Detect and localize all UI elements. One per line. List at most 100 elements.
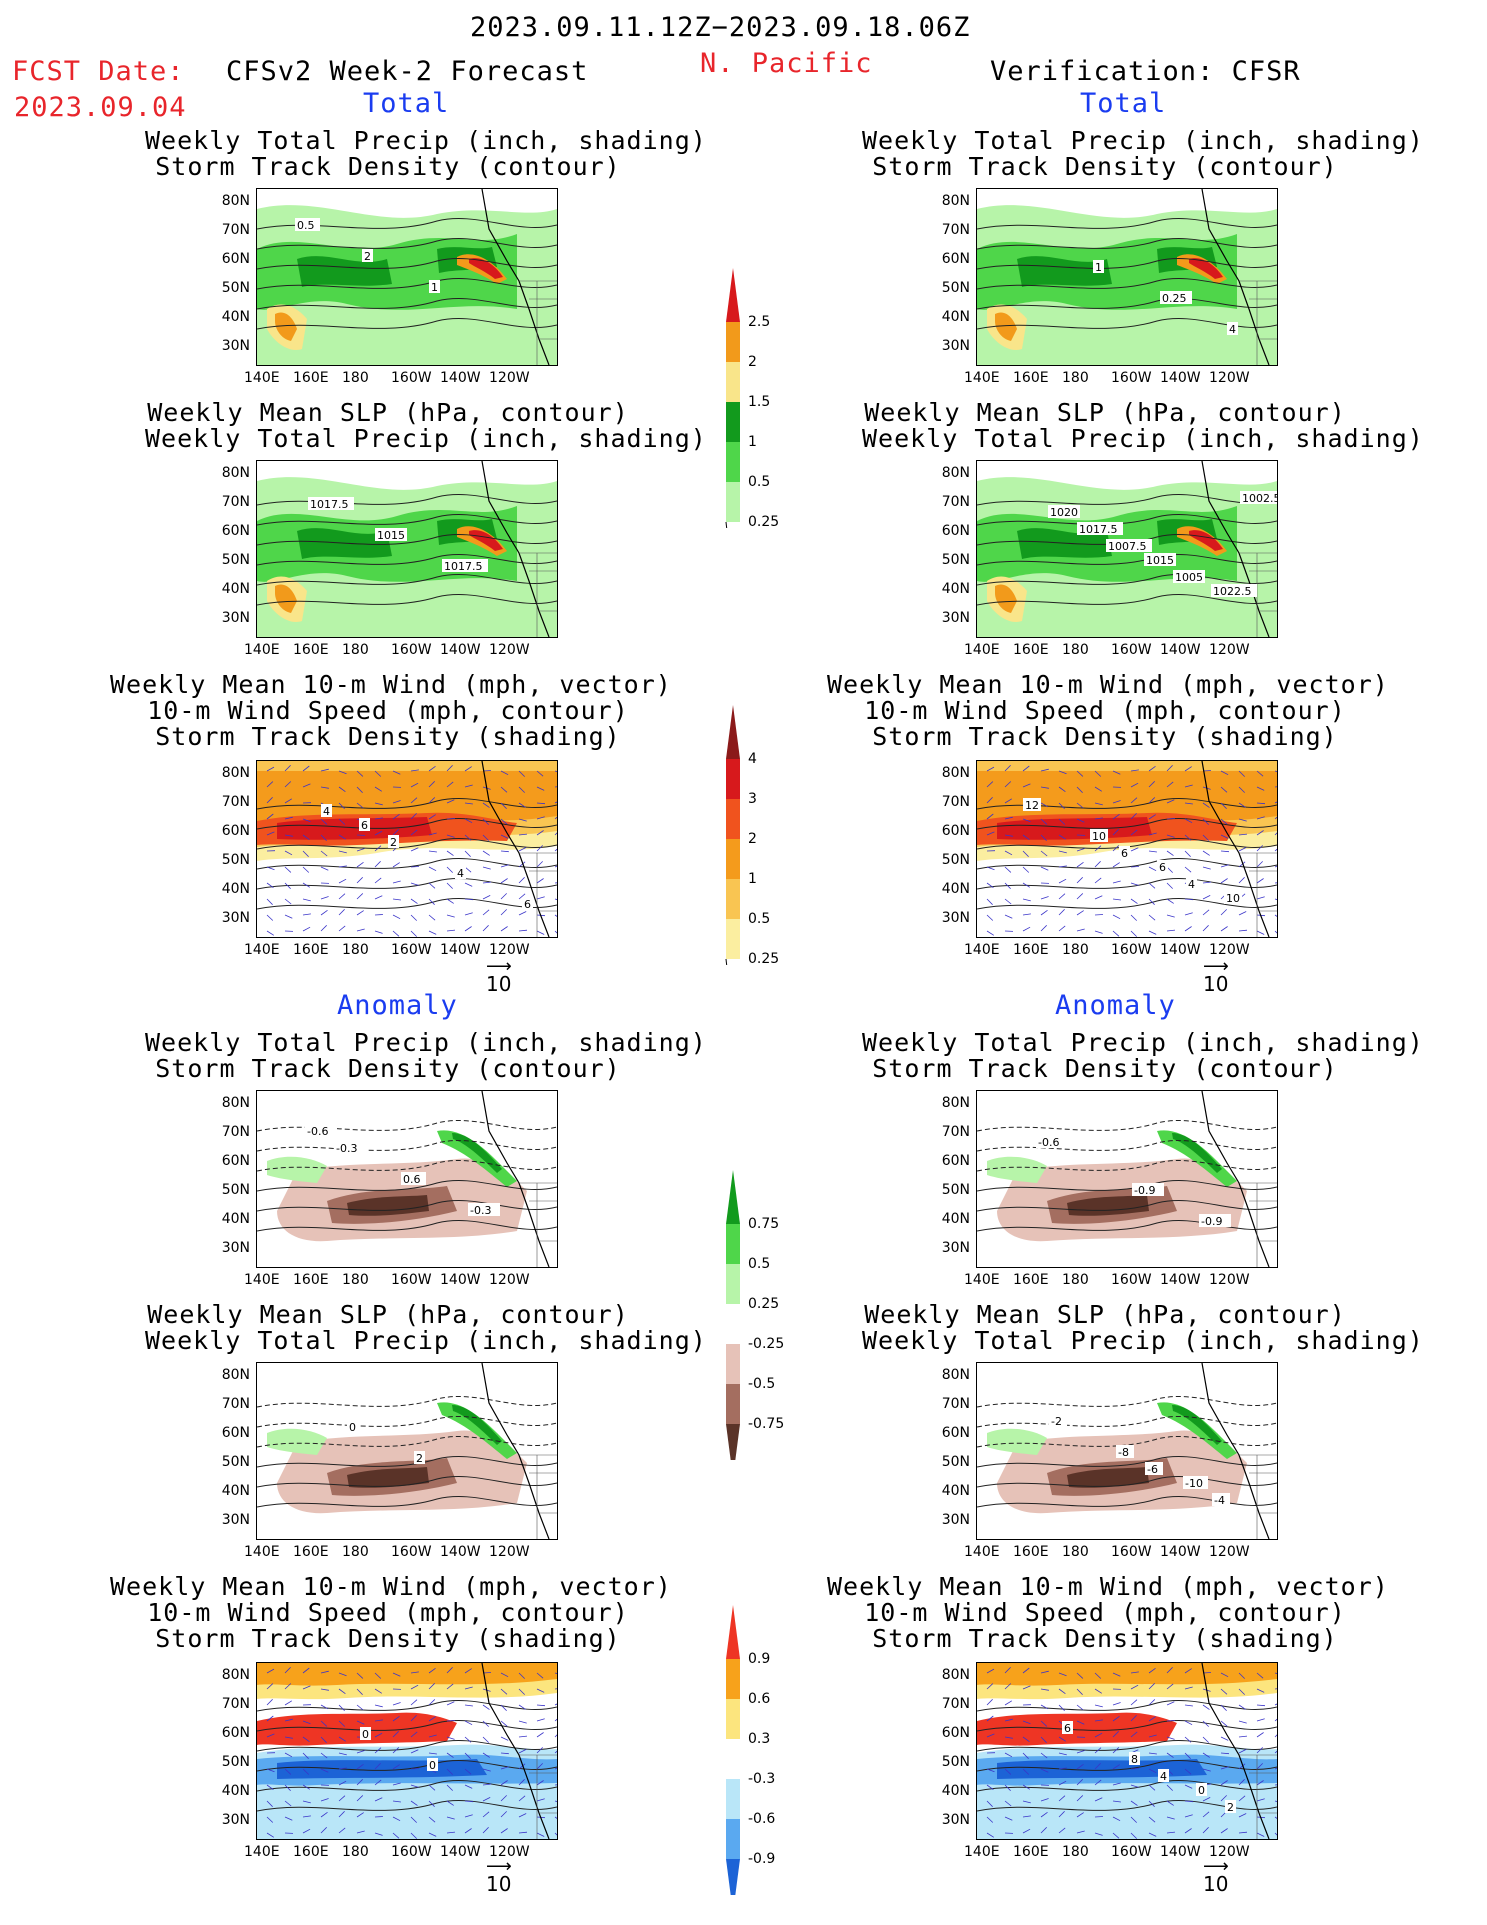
contour-line [257, 238, 557, 250]
wind-vector [518, 786, 525, 793]
wind-vector [1040, 1720, 1048, 1727]
wind-vector [356, 802, 364, 809]
wind-vector [1094, 1797, 1103, 1802]
wind-vector [536, 1798, 545, 1802]
lat-tick-label: 50N [941, 280, 970, 296]
shading-region [997, 817, 1152, 840]
wind-vector [446, 1768, 453, 1775]
wind-vector [536, 830, 544, 836]
lat-tick-label: 60N [941, 1153, 970, 1169]
lon-tick-label: 160E [1013, 370, 1049, 386]
wind-vector [1238, 1688, 1245, 1695]
wind-vector [1112, 1832, 1120, 1839]
contour-label: 1015 [377, 529, 405, 542]
wind-vector [1274, 930, 1277, 934]
lon-tick-label: 140W [1160, 1272, 1201, 1288]
wind-vector [1148, 1768, 1157, 1774]
lon-tick-label: 140W [440, 1844, 481, 1860]
wind-vector [986, 1733, 995, 1738]
wind-vector [1202, 1827, 1209, 1834]
wind-vector [554, 865, 557, 868]
wind-vector [302, 1784, 311, 1790]
wind-vector [554, 882, 557, 884]
wind-vector [1040, 896, 1049, 900]
wind-vector [482, 850, 490, 856]
wind-vector [1166, 1667, 1173, 1674]
wind-vector [554, 1672, 557, 1674]
contour-line [977, 238, 1277, 250]
wind-vector [1022, 783, 1031, 788]
shading-region [277, 1759, 487, 1779]
wind-vector [356, 770, 364, 777]
wind-vector [1184, 1752, 1191, 1759]
colorbar-label: 0.75 [748, 1216, 780, 1232]
wind-vector [284, 1768, 292, 1775]
colorbar-swatch [726, 1699, 740, 1739]
wind-vector [554, 914, 557, 917]
map-panel-l-wind-total: 4 2 4 6 6 [256, 760, 558, 938]
wind-vector [986, 1816, 994, 1823]
colorbar-label: 1 [748, 871, 757, 887]
wind-vector [1184, 1704, 1193, 1707]
wind-vector [464, 1668, 472, 1674]
wind-vector [1274, 1784, 1277, 1786]
contour-line [977, 1780, 1277, 1792]
contour-label-bg [1116, 1445, 1134, 1458]
lon-tick-label: 160W [391, 942, 432, 958]
wind-vector [1238, 1795, 1246, 1802]
contour-label-bg [359, 818, 370, 831]
contour-line [257, 798, 557, 810]
contour-label-bg [442, 559, 488, 572]
wind-vector [428, 1832, 437, 1837]
wind-vector [1274, 898, 1277, 900]
wind-vector [374, 1747, 382, 1754]
lon-tick-label: 140W [440, 942, 481, 958]
contour-line [257, 818, 557, 830]
wind-vector [1256, 1798, 1265, 1802]
wind-vector [338, 802, 345, 809]
wind-vector [482, 802, 490, 808]
wind-vector [428, 1667, 436, 1674]
wind-vector [446, 799, 455, 804]
wind-vector [1004, 1768, 1012, 1775]
wind-vector [1112, 914, 1121, 920]
lat-tick-label: 80N [221, 465, 250, 481]
wind-vector [536, 896, 545, 900]
wind-vector [428, 1734, 437, 1738]
contour-line [257, 1140, 557, 1152]
title-line: Weekly Mean 10-m Wind (mph, vector) [827, 670, 1389, 699]
wind-vector [1130, 866, 1140, 868]
wind-vector [1004, 1700, 1013, 1706]
wind-vector [1022, 1768, 1030, 1775]
wind-vector [1130, 1671, 1139, 1674]
wind-vector [428, 832, 437, 836]
wind-vector [410, 1715, 417, 1722]
wind-vector [1130, 1832, 1137, 1839]
wind-vector [1274, 1688, 1277, 1690]
contour-line [977, 258, 1277, 270]
contour-label-bg [1145, 1462, 1163, 1475]
wind-vector [338, 1704, 345, 1711]
wind-vector [428, 882, 436, 889]
wind-vector [392, 1800, 401, 1803]
wind-vector [986, 1668, 995, 1674]
lon-tick-label: 160W [1111, 942, 1152, 958]
wind-vector [1220, 1672, 1229, 1678]
wind-vector [410, 914, 417, 921]
wind-vector [266, 781, 274, 788]
wind-vector [464, 1784, 473, 1789]
wind-vector [374, 845, 382, 852]
wind-vector [284, 1700, 293, 1706]
contour-line [977, 1200, 1277, 1212]
contour-label: 1015 [1146, 554, 1174, 567]
wind-vector [1274, 882, 1277, 884]
shading-region [987, 1428, 1047, 1455]
contour-line [977, 1800, 1277, 1812]
wind-vector [482, 909, 490, 916]
wind-vector [1094, 1704, 1103, 1708]
lat-tick-label: 60N [221, 1153, 250, 1169]
contour-label: 1017.5 [444, 560, 483, 573]
wind-vector [1076, 1779, 1083, 1786]
wind-vector [1058, 865, 1067, 868]
wind-vector [392, 770, 401, 775]
